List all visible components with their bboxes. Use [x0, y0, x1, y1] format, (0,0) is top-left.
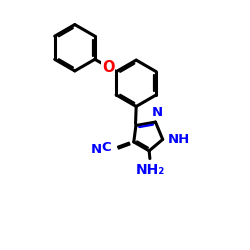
Text: NH: NH	[167, 133, 190, 146]
Text: N: N	[152, 106, 162, 119]
Text: C: C	[101, 141, 111, 154]
Text: O: O	[102, 60, 115, 74]
Text: N: N	[91, 143, 102, 156]
Text: NH₂: NH₂	[135, 163, 164, 177]
